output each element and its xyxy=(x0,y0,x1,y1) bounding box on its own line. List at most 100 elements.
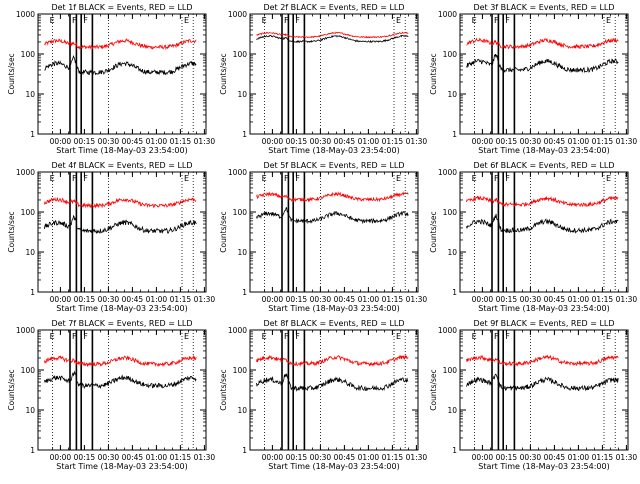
panel-title: Det 3f BLACK = Events, RED = LLD xyxy=(473,3,614,12)
x-axis-label: Start Time (18-May-03 23:54:00) xyxy=(268,462,399,471)
y-tick-label: 1000 xyxy=(438,10,457,19)
y-tick-label: 1 xyxy=(30,446,35,455)
region-label: F xyxy=(284,332,289,341)
x-tick-label: 01:30 xyxy=(194,137,216,146)
y-axis-label: Counts/sec xyxy=(7,211,16,252)
lld-series-line xyxy=(466,37,619,50)
plot-frame xyxy=(249,13,419,135)
x-tick-label: 00:00 xyxy=(472,295,494,304)
x-axis-label: Start Time (18-May-03 23:54:00) xyxy=(56,146,187,155)
x-tick-label: 00:30 xyxy=(98,295,120,304)
x-tick-label: 00:15 xyxy=(496,295,518,304)
y-tick-label: 1000 xyxy=(16,10,35,19)
region-label: F xyxy=(494,174,499,183)
y-tick-label: 1 xyxy=(30,130,35,139)
plot-frame xyxy=(37,171,207,293)
panel-title: Det 2f BLACK = Events, RED = LLD xyxy=(263,3,404,12)
x-tick-label: 01:00 xyxy=(146,295,168,304)
region-label: E xyxy=(472,332,477,341)
y-tick-label: 1000 xyxy=(438,326,457,335)
y-tick-label: 10 xyxy=(447,90,457,99)
events-series-line xyxy=(44,214,197,234)
region-label: F xyxy=(284,174,289,183)
region-label: F xyxy=(494,332,499,341)
x-tick-label: 00:45 xyxy=(122,137,144,146)
x-tick-label: 01:30 xyxy=(616,295,638,304)
y-tick-label: 100 xyxy=(21,50,36,59)
region-label: F xyxy=(72,174,77,183)
x-tick-label: 00:15 xyxy=(74,295,96,304)
region-label: F xyxy=(83,174,88,183)
region-label: E xyxy=(262,16,267,25)
x-tick-label: 01:00 xyxy=(358,137,380,146)
x-tick-label: 00:00 xyxy=(472,137,494,146)
lld-series-line xyxy=(256,354,409,368)
y-tick-label: 100 xyxy=(443,208,458,217)
region-label: E xyxy=(396,16,401,25)
region-label: E xyxy=(50,174,55,183)
x-tick-label: 00:45 xyxy=(122,295,144,304)
x-tick-label: 01:00 xyxy=(146,453,168,462)
y-axis-label: Counts/sec xyxy=(7,369,16,410)
events-series-line xyxy=(256,34,409,43)
lld-series-line xyxy=(256,31,409,39)
x-tick-label: 00:45 xyxy=(334,453,356,462)
region-label: E xyxy=(50,16,55,25)
plot-frame xyxy=(459,13,629,135)
x-axis-label: Start Time (18-May-03 23:54:00) xyxy=(56,304,187,313)
panel-title: Det 4f BLACK = Events, RED = LLD xyxy=(51,161,192,170)
x-tick-label: 00:00 xyxy=(262,295,284,304)
x-tick-label: 00:45 xyxy=(334,137,356,146)
y-tick-label: 1000 xyxy=(16,168,35,177)
y-tick-label: 1 xyxy=(242,130,247,139)
region-label: F xyxy=(72,332,77,341)
y-tick-label: 10 xyxy=(447,406,457,415)
y-tick-label: 10 xyxy=(237,90,247,99)
x-tick-label: 00:45 xyxy=(122,453,144,462)
x-tick-label: 01:30 xyxy=(194,295,216,304)
y-tick-label: 1000 xyxy=(438,168,457,177)
region-label: E xyxy=(396,174,401,183)
region-label: E xyxy=(262,174,267,183)
x-tick-label: 01:30 xyxy=(406,295,428,304)
y-axis-label: Counts/sec xyxy=(429,53,438,94)
y-tick-label: 1 xyxy=(452,130,457,139)
plot-frame xyxy=(249,329,419,451)
x-axis-label: Start Time (18-May-03 23:54:00) xyxy=(478,304,609,313)
x-tick-label: 01:30 xyxy=(194,453,216,462)
lld-series-line xyxy=(256,191,409,203)
region-label: E xyxy=(262,332,267,341)
x-tick-label: 00:30 xyxy=(310,137,332,146)
y-tick-label: 1000 xyxy=(16,326,35,335)
region-label: F xyxy=(295,16,300,25)
x-tick-label: 00:15 xyxy=(74,137,96,146)
lld-series-line xyxy=(466,195,619,208)
x-tick-label: 01:15 xyxy=(592,137,614,146)
region-label: E xyxy=(184,332,189,341)
y-axis-label: Counts/sec xyxy=(429,211,438,252)
x-tick-label: 01:30 xyxy=(616,453,638,462)
x-tick-label: 00:30 xyxy=(310,453,332,462)
y-tick-label: 1 xyxy=(452,288,457,297)
panel-title: Det 1f BLACK = Events, RED = LLD xyxy=(51,3,192,12)
plot-frame xyxy=(459,329,629,451)
x-tick-label: 00:15 xyxy=(496,453,518,462)
region-label: E xyxy=(606,174,611,183)
panel-title: Det 5f BLACK = Events, RED = LLD xyxy=(263,161,404,170)
panel-title: Det 8f BLACK = Events, RED = LLD xyxy=(263,319,404,328)
x-tick-label: 00:45 xyxy=(544,453,566,462)
y-tick-label: 1 xyxy=(30,288,35,297)
x-tick-label: 00:00 xyxy=(50,295,72,304)
y-axis-label: Counts/sec xyxy=(7,53,16,94)
panel-title: Det 6f BLACK = Events, RED = LLD xyxy=(473,161,614,170)
region-label: E xyxy=(184,174,189,183)
plot-frame xyxy=(37,13,207,135)
region-label: E xyxy=(184,16,189,25)
events-series-line xyxy=(466,53,619,74)
region-label: F xyxy=(494,16,499,25)
lld-series-line xyxy=(44,196,197,209)
events-series-line xyxy=(256,373,409,392)
lld-series-line xyxy=(44,37,197,51)
x-tick-label: 00:15 xyxy=(286,295,308,304)
x-tick-label: 01:00 xyxy=(146,137,168,146)
